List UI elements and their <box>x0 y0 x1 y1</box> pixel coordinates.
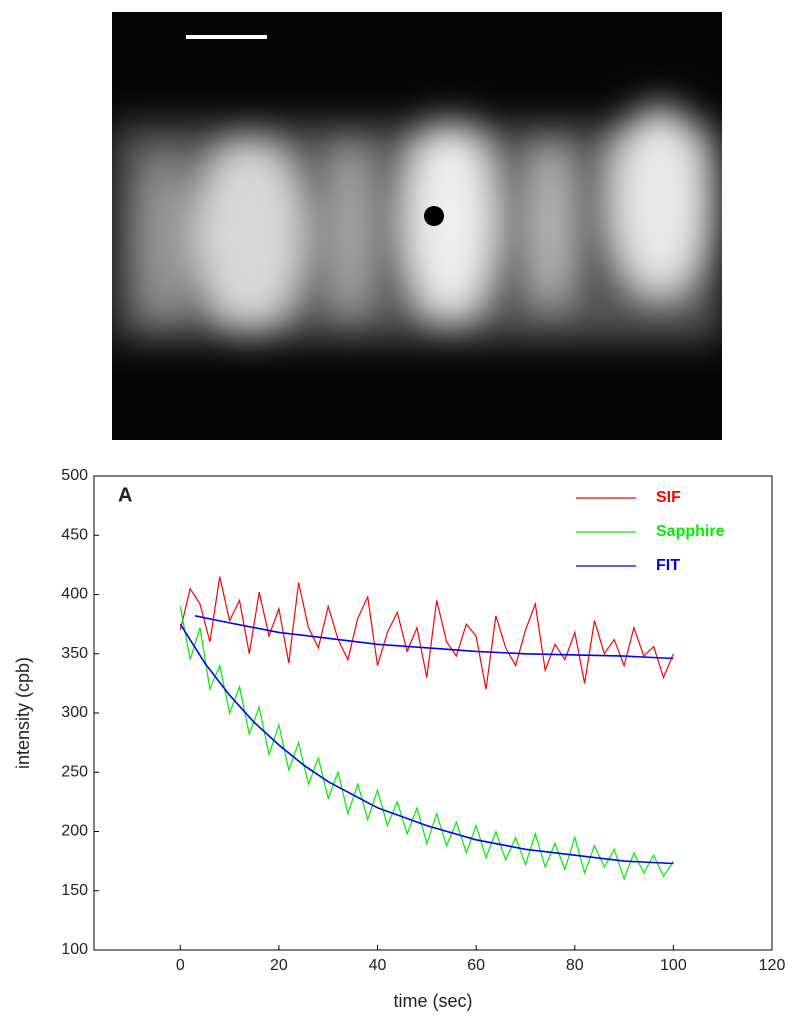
x-tick-label: 100 <box>660 957 687 974</box>
y-tick-label: 200 <box>61 823 88 840</box>
x-tick-label: 0 <box>176 957 185 974</box>
y-tick-label: 300 <box>61 704 88 721</box>
x-tick-label: 40 <box>369 957 387 974</box>
micrograph <box>112 12 722 440</box>
legend-label: SIF <box>656 489 681 506</box>
x-tick-label: 80 <box>566 957 584 974</box>
x-tick-label: 20 <box>270 957 288 974</box>
legend-label: FIT <box>656 557 680 574</box>
y-tick-label: 450 <box>61 526 88 543</box>
x-axis-label: time (sec) <box>393 991 472 1011</box>
y-axis-label: intensity (cpb) <box>13 657 33 769</box>
panel-label: A <box>118 484 132 506</box>
series-line <box>179 576 674 690</box>
y-tick-label: 250 <box>61 763 88 780</box>
y-tick-label: 150 <box>61 882 88 899</box>
y-tick-label: 400 <box>61 586 88 603</box>
series-line <box>179 606 674 881</box>
y-tick-label: 350 <box>61 645 88 662</box>
legend-label: Sapphire <box>656 523 725 540</box>
x-tick-label: 60 <box>467 957 485 974</box>
y-tick-label: 500 <box>61 467 88 484</box>
x-tick-label: 120 <box>759 957 786 974</box>
y-tick-label: 100 <box>61 941 88 958</box>
series-line <box>179 615 674 865</box>
plot-frame <box>93 475 773 951</box>
